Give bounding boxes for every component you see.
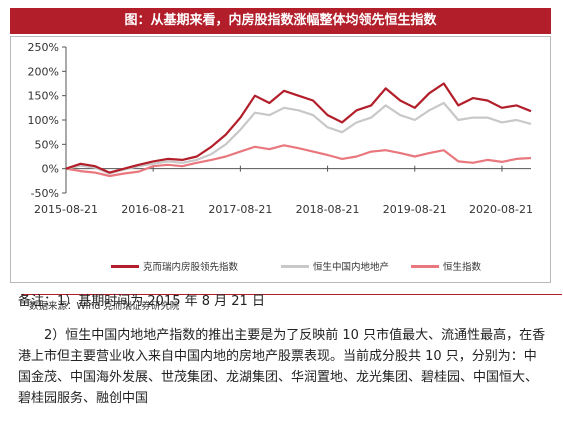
legend-label: 克而瑞内房股领先指数 bbox=[143, 262, 239, 273]
data-source: 数据来源：Wind 克而瑞证券研究院 bbox=[21, 294, 562, 318]
y-tick-label: 100% bbox=[28, 114, 59, 127]
y-tick-label: -50% bbox=[31, 187, 59, 200]
chart-frame: -50% 0% 50% 100% 150% 200% 250% 2015-08-21 2016-… bbox=[10, 36, 562, 312]
x-tick-label: 2018-08-21 bbox=[296, 203, 360, 216]
x-tick-label: 2020-08-21 bbox=[469, 203, 533, 216]
x-tick-label: 2016-08-21 bbox=[121, 203, 185, 216]
line-chart: -50% 0% 50% 100% 150% 200% 250% 2015-08-21 2016-… bbox=[28, 41, 533, 216]
legend-swatch bbox=[111, 264, 139, 268]
y-tick-label: 200% bbox=[28, 65, 59, 78]
legend-item: 恒生指数 bbox=[411, 259, 481, 273]
y-tick-label: 250% bbox=[28, 41, 59, 54]
legend-swatch bbox=[281, 264, 309, 268]
description-paragraph: 2）恒生中国内地地产指数的推出主要是为了反映前 10 只市值最大、流通性最高，在… bbox=[18, 328, 546, 406]
legend-item: 恒生中国内地地产 bbox=[281, 259, 389, 273]
x-tick-label: 2015-08-21 bbox=[34, 203, 98, 216]
note-text: 备注：1）基期时间为 2015 年 8 月 21 日 bbox=[18, 294, 265, 309]
series-line-1 bbox=[65, 82, 532, 174]
series-line-2 bbox=[65, 101, 532, 175]
y-tick-label: 0% bbox=[42, 163, 59, 176]
x-tick-label: 2017-08-21 bbox=[208, 203, 272, 216]
legend-label: 恒生指数 bbox=[443, 262, 482, 273]
y-tick-label: 150% bbox=[28, 90, 59, 103]
legend-label: 恒生中国内地地产 bbox=[313, 262, 390, 273]
series-line-3 bbox=[65, 144, 532, 178]
x-tick-label: 2019-08-21 bbox=[383, 203, 447, 216]
legend-item: 克而瑞内房股领先指数 bbox=[111, 259, 238, 273]
y-tick-label: 50% bbox=[35, 138, 59, 151]
legend-swatch bbox=[411, 264, 439, 268]
chart-title: 图：从基期来看，内房股指数涨幅整体均领先恒生指数 bbox=[10, 8, 551, 34]
chart-legend: 克而瑞内房股领先指数 恒生中国内地地产 恒生指数 bbox=[31, 259, 551, 277]
